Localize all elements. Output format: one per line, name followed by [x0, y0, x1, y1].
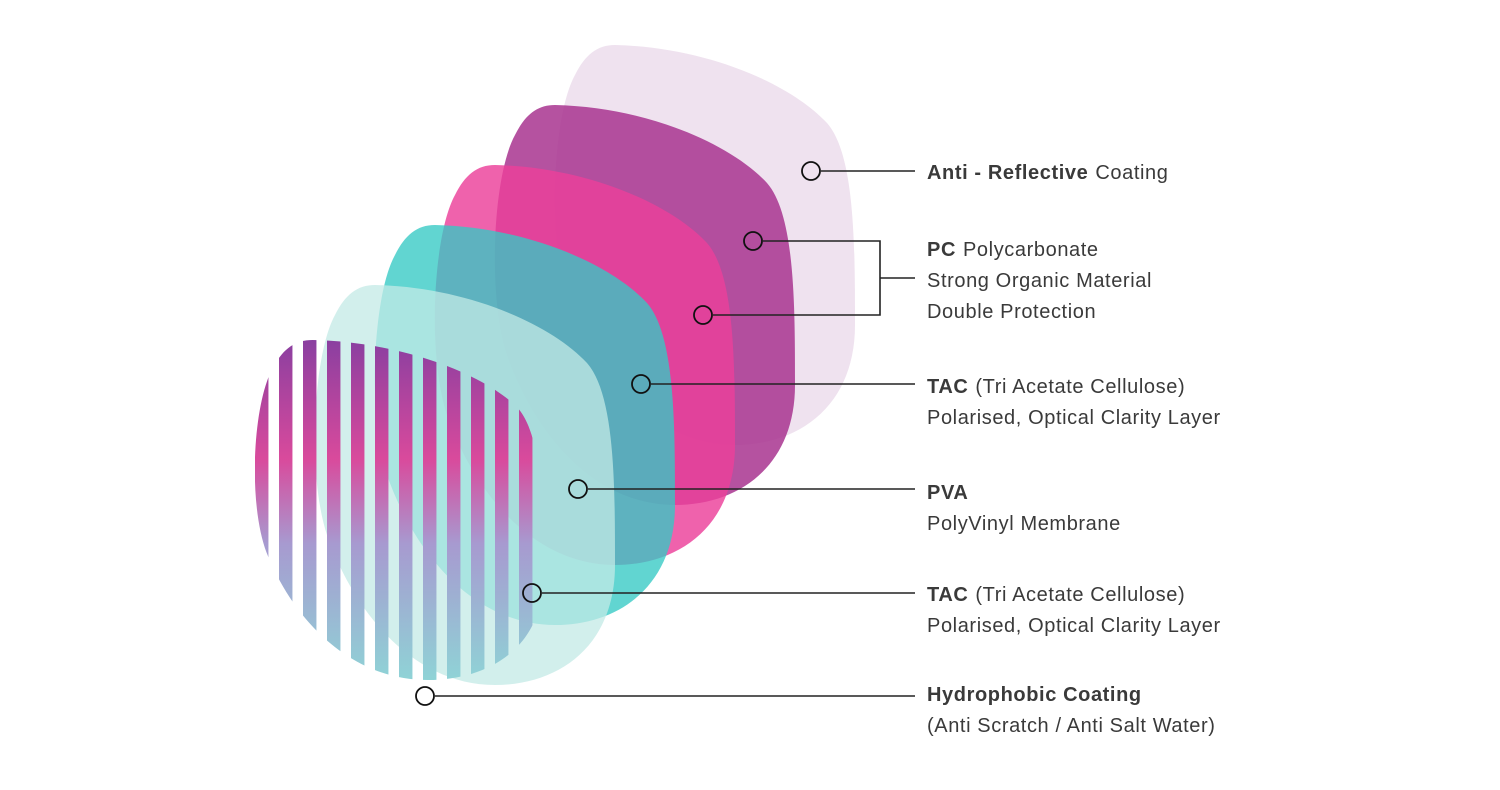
label-line: Strong Organic Material	[927, 270, 1152, 292]
marker	[743, 231, 763, 251]
marker	[522, 583, 542, 603]
label-line: Double Protection	[927, 301, 1096, 323]
labels: Anti - Reflective Coating PC Polycarbonate S…	[927, 162, 1221, 737]
label-bold: TAC	[927, 584, 968, 606]
label-bold: PVA	[927, 482, 968, 504]
label-bold: Anti - Reflective	[927, 162, 1088, 184]
marker	[568, 479, 588, 499]
lenses	[254, 45, 855, 685]
leaders	[415, 161, 915, 706]
label-line: Polarised, Optical Clarity Layer	[927, 407, 1221, 429]
label-line: TAC (Tri Acetate Cellulose)	[927, 584, 1185, 606]
label-bold: TAC	[927, 376, 968, 398]
label-line: PolyVinyl Membrane	[927, 513, 1121, 535]
leader-bracket	[713, 240, 915, 316]
label-bold: Hydrophobic Coating	[927, 684, 1142, 706]
label-text: (Tri Acetate Cellulose)	[975, 584, 1185, 606]
marker	[801, 161, 821, 181]
marker	[631, 374, 651, 394]
marker	[693, 305, 713, 325]
label-line: PVA	[927, 482, 968, 504]
label-line: TAC (Tri Acetate Cellulose)	[927, 376, 1185, 398]
label-text: PolyVinyl Membrane	[927, 513, 1121, 535]
label-line: (Anti Scratch / Anti Salt Water)	[927, 715, 1216, 737]
label-text: Polarised, Optical Clarity Layer	[927, 615, 1221, 637]
marker	[415, 686, 435, 706]
label-line: Anti - Reflective Coating	[927, 162, 1168, 184]
label-text: Coating	[1095, 162, 1168, 184]
label-text: (Anti Scratch / Anti Salt Water)	[927, 715, 1216, 737]
label-text: Polycarbonate	[963, 239, 1099, 261]
label-line: Polarised, Optical Clarity Layer	[927, 615, 1221, 637]
label-line: PC Polycarbonate	[927, 239, 1099, 261]
label-text: Polarised, Optical Clarity Layer	[927, 407, 1221, 429]
label-line: Hydrophobic Coating	[927, 684, 1142, 706]
label-text: (Tri Acetate Cellulose)	[975, 376, 1185, 398]
label-text: Strong Organic Material	[927, 270, 1152, 292]
label-bold: PC	[927, 239, 956, 261]
label-text: Double Protection	[927, 301, 1096, 323]
